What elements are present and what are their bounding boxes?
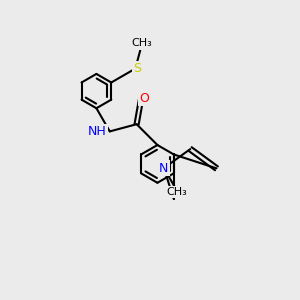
Text: N: N (159, 162, 169, 175)
Text: CH₃: CH₃ (131, 38, 152, 48)
Text: S: S (133, 62, 141, 75)
Text: O: O (139, 92, 149, 105)
Text: NH: NH (88, 125, 107, 138)
Text: CH₃: CH₃ (166, 187, 187, 197)
